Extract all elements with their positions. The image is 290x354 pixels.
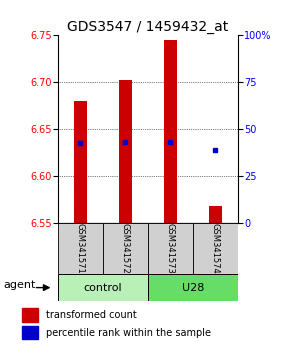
Text: GSM341571: GSM341571 (76, 223, 85, 274)
Bar (148, 274, 238, 301)
Bar (103, 223, 148, 274)
Bar (22, 308, 38, 322)
Bar (193, 223, 238, 274)
Bar (209, 206, 222, 223)
Bar (148, 223, 193, 274)
Bar (74, 101, 87, 223)
Bar (58, 223, 103, 274)
Text: agent: agent (3, 280, 35, 290)
Text: GSM341573: GSM341573 (166, 223, 175, 274)
Text: percentile rank within the sample: percentile rank within the sample (46, 328, 211, 338)
Bar (119, 80, 132, 223)
Text: GSM341574: GSM341574 (211, 223, 220, 274)
Text: control: control (84, 282, 122, 293)
Text: transformed count: transformed count (46, 310, 137, 320)
Bar (164, 40, 177, 223)
Text: GSM341572: GSM341572 (121, 223, 130, 274)
Title: GDS3547 / 1459432_at: GDS3547 / 1459432_at (67, 21, 229, 34)
Bar (22, 326, 38, 339)
Bar (58, 274, 148, 301)
Text: U28: U28 (182, 282, 204, 293)
